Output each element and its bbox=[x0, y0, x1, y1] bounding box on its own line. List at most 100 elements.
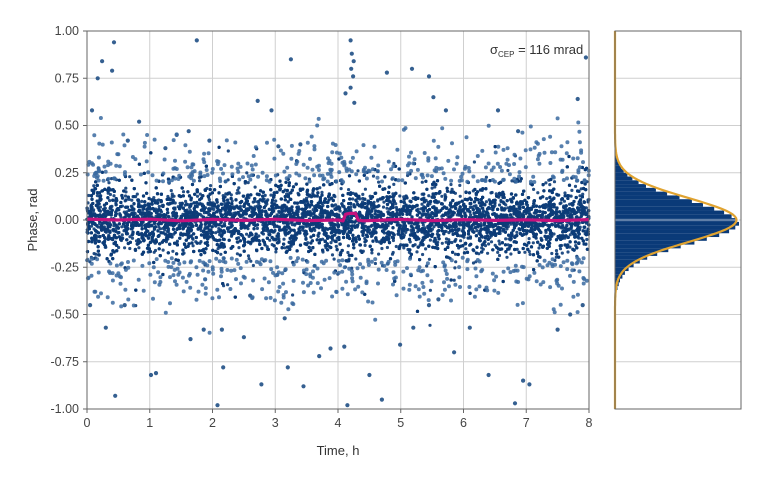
scatter-point bbox=[537, 246, 541, 250]
scatter-point bbox=[481, 210, 485, 214]
scatter-point bbox=[135, 192, 139, 196]
scatter-point bbox=[391, 238, 395, 243]
scatter-point bbox=[570, 188, 574, 192]
scatter-point bbox=[409, 224, 413, 228]
scatter-point bbox=[251, 263, 255, 268]
scatter-point bbox=[515, 247, 519, 251]
scatter-point bbox=[173, 201, 177, 205]
scatter-point bbox=[184, 199, 188, 203]
scatter-panel: 0 1 2 3 4 5 6 7 8-1.00-0.75-0.50-0.250.000.250.5… bbox=[51, 24, 593, 430]
scatter-point bbox=[226, 149, 230, 153]
scatter-point bbox=[236, 188, 240, 192]
scatter-point bbox=[226, 283, 230, 287]
scatter-point bbox=[253, 205, 257, 209]
scatter-point bbox=[354, 257, 358, 261]
scatter-point bbox=[195, 194, 200, 198]
scatter-point bbox=[129, 204, 133, 208]
scatter-point bbox=[291, 293, 295, 297]
scatter-point bbox=[550, 251, 554, 256]
scatter-point bbox=[382, 200, 386, 204]
scatter-point bbox=[130, 198, 134, 202]
scatter-point bbox=[392, 161, 396, 166]
scatter-point bbox=[349, 205, 353, 209]
scatter-point bbox=[483, 244, 488, 248]
scatter-point bbox=[245, 171, 249, 175]
scatter-point bbox=[504, 237, 508, 241]
scatter-point bbox=[484, 175, 488, 179]
scatter-point bbox=[496, 250, 500, 254]
scatter-point bbox=[274, 199, 278, 203]
scatter-point bbox=[112, 194, 116, 198]
scatter-point bbox=[371, 174, 376, 178]
scatter-point bbox=[549, 235, 553, 239]
scatter-point bbox=[573, 184, 578, 188]
scatter-point bbox=[568, 233, 572, 237]
scatter-point bbox=[332, 257, 336, 261]
scatter-point bbox=[449, 182, 453, 187]
scatter-point bbox=[253, 185, 257, 189]
scatter-point bbox=[479, 222, 483, 226]
scatter-point bbox=[346, 250, 350, 255]
scatter-point bbox=[498, 203, 502, 207]
scatter-point bbox=[107, 181, 111, 185]
scatter-point bbox=[421, 223, 425, 227]
scatter-point bbox=[548, 183, 552, 187]
scatter-point bbox=[459, 239, 463, 243]
scatter-point bbox=[108, 199, 112, 203]
scatter-point bbox=[480, 246, 484, 250]
scatter-point bbox=[190, 236, 194, 240]
scatter-point bbox=[363, 187, 367, 191]
scatter-point bbox=[89, 224, 94, 228]
scatter-point bbox=[194, 201, 199, 205]
scatter-point bbox=[363, 243, 367, 247]
scatter-point bbox=[339, 187, 343, 191]
scatter-point bbox=[140, 231, 144, 235]
scatter-point bbox=[282, 237, 286, 241]
scatter-point bbox=[421, 252, 425, 257]
scatter-point bbox=[391, 192, 395, 196]
scatter-point bbox=[199, 240, 203, 244]
scatter-point bbox=[171, 249, 175, 253]
scatter-point bbox=[265, 245, 269, 249]
scatter-point bbox=[420, 202, 424, 206]
scatter-point bbox=[158, 227, 163, 231]
scatter-point bbox=[92, 184, 96, 188]
scatter-point bbox=[103, 206, 107, 210]
scatter-point bbox=[472, 160, 476, 164]
scatter-point bbox=[486, 251, 490, 255]
scatter-point bbox=[558, 202, 562, 206]
scatter-point bbox=[464, 247, 468, 251]
scatter-point bbox=[506, 168, 510, 173]
scatter-point bbox=[394, 205, 398, 210]
scatter-point bbox=[347, 188, 351, 192]
scatter-point bbox=[427, 194, 431, 198]
scatter-point bbox=[506, 243, 510, 247]
scatter-point bbox=[152, 250, 156, 254]
scatter-point bbox=[454, 260, 458, 264]
scatter-point bbox=[123, 194, 128, 198]
scatter-point bbox=[361, 192, 365, 196]
scatter-point bbox=[246, 181, 250, 185]
scatter-point bbox=[157, 204, 161, 209]
scatter-point bbox=[128, 235, 132, 239]
scatter-point bbox=[161, 248, 165, 252]
scatter-point bbox=[563, 191, 567, 195]
scatter-point bbox=[450, 240, 454, 245]
scatter-point bbox=[385, 245, 389, 250]
scatter-point bbox=[237, 186, 241, 190]
scatter-point bbox=[377, 252, 381, 256]
scatter-point bbox=[578, 194, 582, 198]
scatter-point bbox=[531, 241, 535, 245]
scatter-point bbox=[430, 186, 434, 190]
scatter-point bbox=[233, 211, 238, 215]
scatter-point bbox=[427, 257, 431, 261]
scatter-point bbox=[198, 192, 202, 196]
scatter-point bbox=[214, 231, 218, 235]
scatter-point bbox=[228, 222, 232, 226]
scatter-point bbox=[420, 180, 424, 184]
scatter-point bbox=[554, 249, 559, 253]
scatter-point bbox=[249, 259, 253, 263]
scatter-point bbox=[351, 197, 355, 201]
scatter-point bbox=[428, 238, 432, 242]
